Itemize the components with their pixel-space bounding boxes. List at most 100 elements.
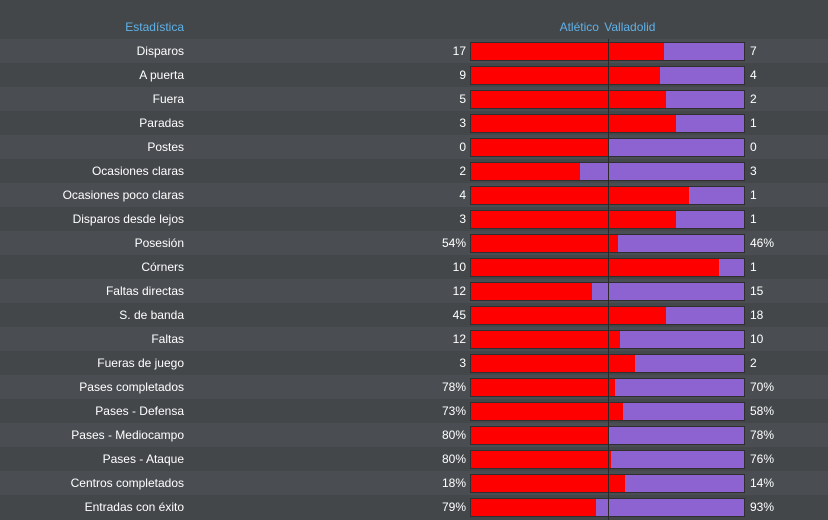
home-value: 3 (459, 356, 466, 370)
away-value: 78% (750, 428, 775, 442)
away-value: 0 (750, 140, 757, 154)
away-value: 3 (750, 164, 757, 178)
comparison-bar (470, 234, 745, 253)
away-value: 1 (750, 116, 757, 130)
home-value: 3 (459, 212, 466, 226)
stat-row: S. de banda 45 18 (0, 303, 828, 327)
stat-label: Faltas directas (105, 284, 184, 298)
stat-label: Posesión (134, 236, 184, 250)
home-value: 18% (441, 476, 466, 490)
home-value: 79% (441, 500, 466, 514)
comparison-bar (470, 138, 745, 157)
comparison-bar (470, 90, 745, 109)
home-share-fill (471, 355, 635, 372)
home-share-fill (471, 451, 611, 468)
stat-label: Córners (141, 260, 184, 274)
stat-row: Córners 10 1 (0, 255, 828, 279)
bar-center-line (608, 39, 609, 520)
stat-label: Pases completados (79, 380, 184, 394)
away-value: 1 (750, 212, 757, 226)
home-value: 10 (452, 260, 466, 274)
stat-label: Pases - Ataque (102, 452, 184, 466)
stat-row: Ocasiones poco claras 4 1 (0, 183, 828, 207)
comparison-bar (470, 354, 745, 373)
home-value: 12 (452, 284, 466, 298)
stat-row: Paradas 3 1 (0, 111, 828, 135)
away-value: 10 (750, 332, 764, 346)
stat-row: A puerta 9 4 (0, 63, 828, 87)
teams-header: Atlético Valladolid (470, 20, 745, 34)
away-team-name[interactable]: Valladolid (604, 20, 656, 34)
home-value: 54% (441, 236, 466, 250)
home-share-fill (471, 187, 689, 204)
stat-row: Pases - Ataque 80% 76% (0, 447, 828, 471)
home-share-fill (471, 283, 592, 300)
stat-column-header[interactable]: Estadística (125, 20, 184, 34)
stat-row: Fueras de juego 3 2 (0, 351, 828, 375)
home-share-fill (471, 139, 608, 156)
comparison-bar (470, 498, 745, 517)
comparison-bar (470, 186, 745, 205)
comparison-bar (470, 330, 745, 349)
home-value: 12 (452, 332, 466, 346)
stat-label: Disparos desde lejos (72, 212, 184, 226)
comparison-bar (470, 114, 745, 133)
home-share-fill (471, 67, 660, 84)
home-value: 78% (441, 380, 466, 394)
home-share-fill (471, 91, 666, 108)
comparison-bar (470, 378, 745, 397)
stat-row: Pases - Defensa 73% 58% (0, 399, 828, 423)
away-value: 58% (750, 404, 775, 418)
home-share-fill (471, 163, 580, 180)
home-share-fill (471, 259, 719, 276)
away-value: 2 (750, 356, 757, 370)
home-value: 45 (452, 308, 466, 322)
stat-label: Fuera (152, 92, 184, 106)
away-value: 1 (750, 260, 757, 274)
stat-label: Paradas (139, 116, 184, 130)
stat-row: Centros completados 18% 14% (0, 471, 828, 495)
away-value: 7 (750, 44, 757, 58)
stat-row: Disparos desde lejos 3 1 (0, 207, 828, 231)
comparison-bar (470, 282, 745, 301)
home-value: 4 (459, 188, 466, 202)
stat-row: Postes 0 0 (0, 135, 828, 159)
away-value: 4 (750, 68, 757, 82)
comparison-bar (470, 42, 745, 61)
stats-header: Estadística Atlético Valladolid (0, 15, 828, 39)
home-value: 9 (459, 68, 466, 82)
stat-row: Pases completados 78% 70% (0, 375, 828, 399)
home-share-fill (471, 307, 666, 324)
comparison-bar (470, 402, 745, 421)
comparison-bar (470, 162, 745, 181)
stat-label: A puerta (139, 68, 184, 82)
comparison-bar (470, 450, 745, 469)
home-value: 17 (452, 44, 466, 58)
home-value: 2 (459, 164, 466, 178)
away-value: 70% (750, 380, 775, 394)
home-share-fill (471, 499, 596, 516)
stat-row: Fuera 5 2 (0, 87, 828, 111)
home-value: 80% (441, 428, 466, 442)
away-value: 14% (750, 476, 775, 490)
stat-row: Pases - Mediocampo 80% 78% (0, 423, 828, 447)
stat-row: Faltas directas 12 15 (0, 279, 828, 303)
stat-label: Pases - Defensa (95, 404, 184, 418)
away-value: 15 (750, 284, 764, 298)
stat-row: Disparos 17 7 (0, 39, 828, 63)
stat-label: Postes (147, 140, 184, 154)
comparison-bar (470, 426, 745, 445)
stat-row: Entradas con éxito 79% 93% (0, 495, 828, 519)
stat-label: Faltas (151, 332, 184, 346)
stat-label: Entradas con éxito (84, 500, 184, 514)
comparison-bar (470, 306, 745, 325)
home-team-name[interactable]: Atlético (559, 20, 599, 34)
home-share-fill (471, 331, 620, 348)
away-value: 93% (750, 500, 775, 514)
away-value: 76% (750, 452, 775, 466)
home-share-fill (471, 475, 625, 492)
home-share-fill (471, 403, 623, 420)
stat-label: Disparos (136, 44, 184, 58)
home-share-fill (471, 115, 676, 132)
